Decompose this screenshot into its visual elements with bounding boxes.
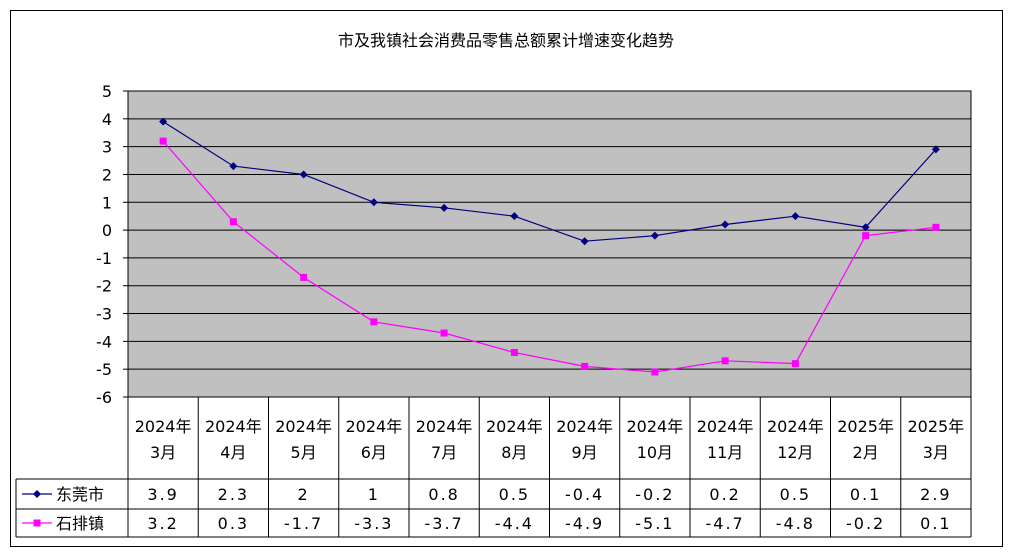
data-label-2: -3.7 — [425, 514, 464, 533]
data-point-1 — [721, 220, 730, 229]
data-point-1 — [791, 212, 800, 221]
data-point-2 — [721, 357, 729, 365]
data-label-1: 0.5 — [499, 485, 530, 504]
y-tick-label: 2 — [102, 165, 112, 184]
data-label-1: 0.2 — [709, 485, 740, 504]
x-tick-label-year: 2024年 — [205, 417, 262, 436]
data-label-1: 0.1 — [850, 485, 881, 504]
data-point-2 — [651, 368, 659, 376]
data-label-2: -4.4 — [495, 514, 534, 533]
y-tick-label: -2 — [96, 277, 112, 296]
data-point-2 — [370, 318, 378, 326]
data-label-1: 2.9 — [920, 485, 951, 504]
x-tick-label-year: 2025年 — [908, 417, 965, 436]
y-tick-label: -6 — [96, 388, 112, 407]
x-tick-label-year: 2024年 — [416, 417, 473, 436]
data-point-2 — [440, 329, 448, 337]
legend-marker-2 — [33, 519, 41, 527]
data-label-2: -5.1 — [635, 514, 674, 533]
x-tick-label-month: 12月 — [777, 443, 813, 462]
y-tick-label: 1 — [102, 193, 112, 212]
data-point-2 — [791, 360, 799, 368]
x-tick-label-month: 8月 — [501, 443, 527, 462]
y-tick-label: 3 — [102, 138, 112, 157]
x-tick-label-year: 2024年 — [135, 417, 192, 436]
data-point-1 — [580, 237, 589, 246]
x-tick-label-year: 2024年 — [697, 417, 754, 436]
x-tick-label-month: 4月 — [220, 443, 246, 462]
data-label-1: -0.4 — [565, 485, 604, 504]
data-point-1 — [861, 223, 870, 232]
data-point-1 — [440, 203, 449, 212]
x-tick-label-year: 2024年 — [627, 417, 684, 436]
data-label-2: -0.2 — [846, 514, 885, 533]
series-line-1 — [162, 121, 937, 242]
plot-area — [127, 90, 972, 398]
data-label-2: 0.1 — [920, 514, 951, 533]
legend-label-2: 石排镇 — [56, 514, 104, 533]
data-label-2: 3.2 — [147, 514, 178, 533]
data-label-2: -4.8 — [776, 514, 815, 533]
x-tick-label-year: 2025年 — [837, 417, 894, 436]
data-point-1 — [650, 231, 659, 240]
x-tick-label-month: 3月 — [923, 443, 949, 462]
data-label-2: -4.7 — [706, 514, 745, 533]
data-label-1: -0.2 — [635, 485, 674, 504]
y-tick-label: -4 — [96, 332, 112, 351]
x-tick-label-year: 2024年 — [767, 417, 824, 436]
x-tick-label-month: 9月 — [572, 443, 598, 462]
chart-title: 市及我镇社会消费品零售总额累计增速变化趋势 — [338, 31, 674, 50]
data-label-1: 3.9 — [147, 485, 178, 504]
x-tick-label-month: 3月 — [150, 443, 176, 462]
legend-label-1: 东莞市 — [56, 485, 104, 504]
data-point-2 — [510, 348, 518, 356]
x-tick-label-year: 2024年 — [275, 417, 332, 436]
data-label-1: 2.3 — [218, 485, 249, 504]
data-point-2 — [300, 273, 308, 281]
data-label-1: 0.5 — [780, 485, 811, 504]
x-tick-label-month: 10月 — [637, 443, 673, 462]
x-tick-label-year: 2024年 — [556, 417, 613, 436]
legend-marker-1 — [33, 490, 41, 498]
data-point-2 — [159, 137, 167, 145]
data-point-2 — [932, 223, 940, 231]
y-tick-label: -3 — [96, 305, 112, 324]
data-point-1 — [510, 212, 519, 221]
data-point-2 — [862, 232, 870, 240]
y-tick-label: 5 — [102, 82, 112, 101]
x-tick-label-month: 5月 — [291, 443, 317, 462]
data-point-1 — [299, 170, 308, 179]
series-line-2 — [162, 140, 936, 373]
x-tick-label-year: 2024年 — [346, 417, 403, 436]
y-tick-label: 4 — [102, 110, 112, 129]
x-tick-label-month: 11月 — [707, 443, 743, 462]
y-tick-label: -1 — [96, 249, 112, 268]
data-label-1: 1 — [368, 485, 380, 504]
chart-frame — [10, 10, 1003, 547]
data-point-2 — [229, 218, 237, 226]
y-tick-label: -5 — [96, 360, 112, 379]
data-point-1 — [229, 162, 238, 171]
data-label-1: 2 — [298, 485, 310, 504]
data-point-1 — [931, 145, 940, 154]
x-tick-label-month: 7月 — [431, 443, 457, 462]
data-point-1 — [159, 117, 168, 126]
x-tick-label-month: 6月 — [361, 443, 387, 462]
data-label-2: -4.9 — [565, 514, 604, 533]
y-tick-label: 0 — [102, 221, 112, 240]
data-label-2: -3.3 — [354, 514, 393, 533]
data-label-1: 0.8 — [428, 485, 459, 504]
data-point-2 — [581, 362, 589, 370]
x-tick-label-month: 2月 — [853, 443, 879, 462]
data-label-2: -1.7 — [284, 514, 323, 533]
data-point-1 — [369, 198, 378, 207]
data-label-2: 0.3 — [218, 514, 249, 533]
x-tick-label-year: 2024年 — [486, 417, 543, 436]
